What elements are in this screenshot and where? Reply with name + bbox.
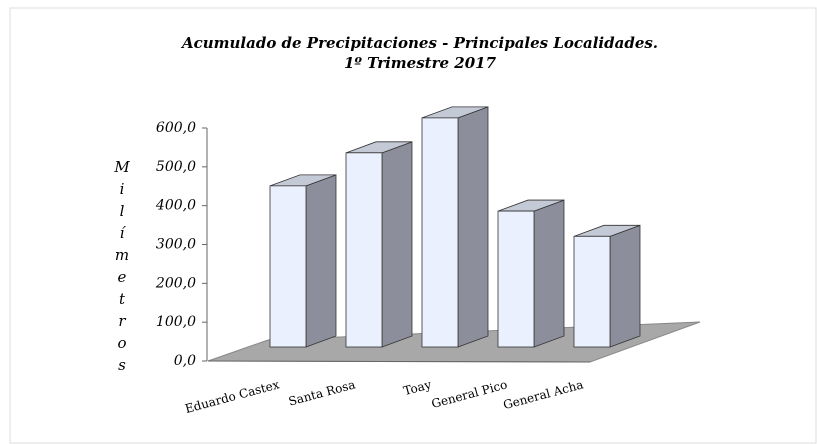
bar-side — [381, 141, 413, 348]
x-axis — [207, 360, 591, 363]
chart-subtitle: 1º Trimestre 2017 — [344, 54, 497, 72]
bar — [573, 235, 611, 348]
y-tick-label: 300,0 — [156, 237, 196, 253]
bar — [345, 152, 383, 348]
y-tick-label: 500,0 — [156, 159, 196, 175]
bar-side — [305, 174, 337, 348]
bar — [421, 117, 459, 348]
bar — [497, 210, 535, 348]
bar-side — [533, 199, 565, 348]
y-tick-label: 100,0 — [156, 314, 196, 330]
bar-side — [457, 106, 489, 348]
y-tick-label: 200,0 — [155, 275, 196, 291]
y-tick-label: 0,0 — [174, 353, 196, 369]
chart-title: Acumulado de Precipitaciones - Principal… — [180, 34, 658, 52]
y-tick-label: 400,0 — [155, 198, 196, 214]
y-tick-label: 600,0 — [156, 120, 196, 136]
bar-side — [609, 224, 641, 348]
bar — [269, 185, 307, 348]
chart-frame — [9, 7, 817, 444]
